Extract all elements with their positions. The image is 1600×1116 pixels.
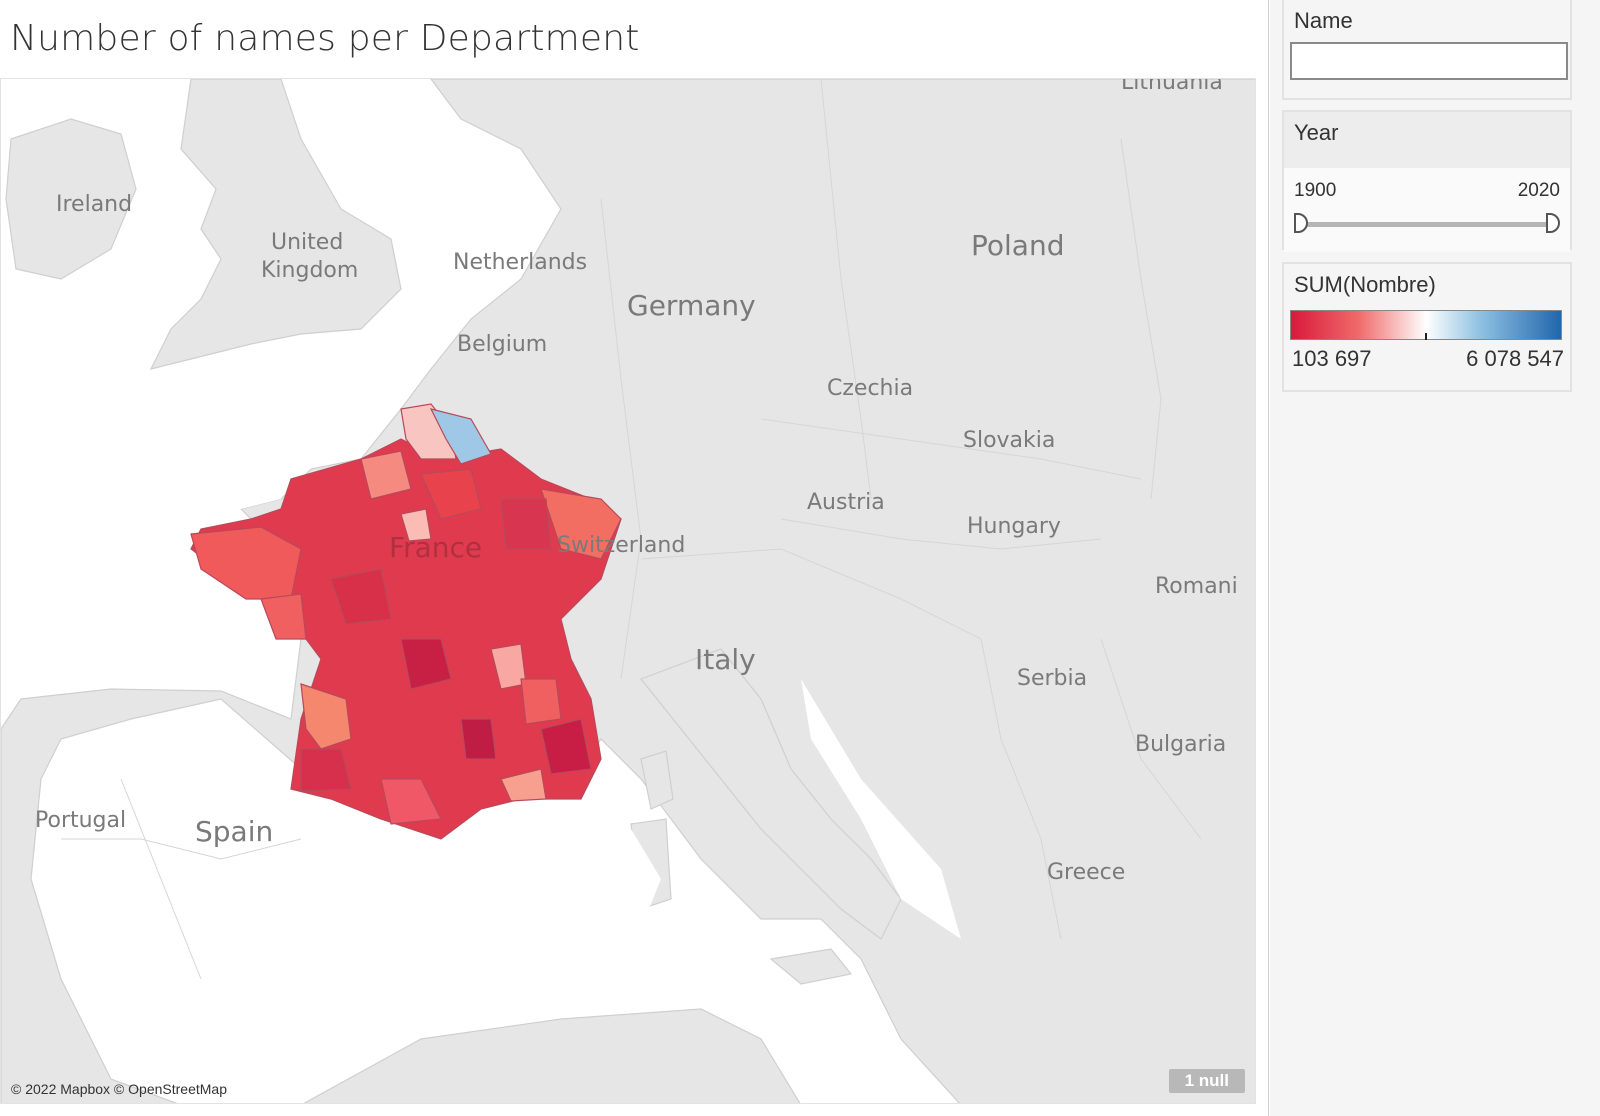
label-serbia: Serbia	[1017, 666, 1087, 691]
label-lithuania: Lithuania	[1121, 79, 1223, 95]
label-germany: Germany	[627, 289, 756, 322]
label-greece: Greece	[1047, 860, 1125, 885]
label-france: France	[389, 531, 482, 564]
label-poland: Poland	[971, 229, 1064, 262]
year-slider-track[interactable]	[1302, 222, 1552, 227]
ramp-midpoint-tick	[1425, 333, 1427, 340]
label-austria: Austria	[807, 490, 885, 515]
label-netherlands: Netherlands	[453, 250, 587, 275]
label-czechia: Czechia	[827, 376, 913, 401]
year-max-label: 2020	[1517, 180, 1560, 201]
admin-borders	[61, 79, 1202, 980]
year-min-label: 1900	[1294, 180, 1337, 201]
name-filter-label: Name	[1294, 8, 1353, 33]
label-belgium: Belgium	[457, 332, 547, 357]
label-hungary: Hungary	[967, 514, 1061, 539]
label-uk-2: Kingdom	[261, 258, 358, 283]
label-romania: Romani	[1155, 574, 1238, 599]
name-filter-card: Name	[1282, 0, 1572, 100]
label-spain: Spain	[195, 815, 273, 848]
year-filter-card: Year 1900 2020	[1282, 110, 1572, 252]
name-filter-input[interactable]	[1290, 42, 1568, 80]
label-slovakia: Slovakia	[963, 428, 1055, 453]
label-switzerland: Switzerland	[557, 533, 685, 558]
year-filter-label: Year	[1294, 120, 1339, 145]
label-ireland: Ireland	[56, 192, 132, 217]
legend-title: SUM(Nombre)	[1294, 272, 1436, 297]
map-canvas[interactable]: Lithuania Ireland United Kingdom Netherl…	[1, 79, 1256, 1104]
legend-min-value: 103 697	[1292, 346, 1372, 371]
color-ramp	[1290, 310, 1562, 340]
year-slider-end-handle[interactable]	[1546, 213, 1560, 233]
label-bulgaria: Bulgaria	[1135, 732, 1226, 757]
null-indicator[interactable]: 1 null	[1168, 1069, 1245, 1093]
label-portugal: Portugal	[35, 808, 126, 833]
map-labels: Lithuania Ireland United Kingdom Netherl…	[35, 79, 1238, 885]
base-land	[1, 79, 1255, 1103]
legend-max-value: 6 078 547	[1466, 346, 1564, 371]
page-title: Number of names per Department	[10, 18, 640, 59]
map-attribution[interactable]: © 2022 Mapbox © OpenStreetMap	[11, 1081, 227, 1097]
color-legend-card: SUM(Nombre) 103 697 6 078 547	[1282, 262, 1572, 392]
sidebar-divider	[1268, 0, 1269, 1116]
france-choropleth	[190, 403, 622, 840]
filter-sidebar: Name Year 1900 2020 SUM(Nombre) 103 697 …	[1270, 0, 1600, 1116]
label-uk-1: United	[271, 230, 343, 255]
label-italy: Italy	[695, 643, 756, 676]
year-slider[interactable]: 1900 2020	[1284, 168, 1570, 252]
map-view[interactable]: Lithuania Ireland United Kingdom Netherl…	[0, 78, 1256, 1104]
year-slider-start-handle[interactable]	[1294, 213, 1308, 233]
